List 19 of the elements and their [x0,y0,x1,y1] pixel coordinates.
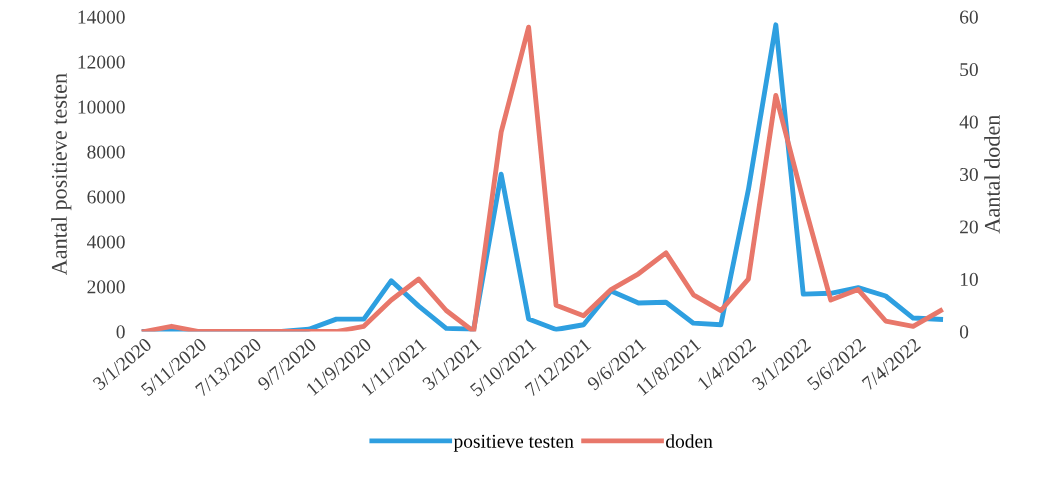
y2-tick-label: 0 [959,325,969,339]
y2-tick-label: 20 [960,220,978,234]
y2-axis-title: Aantal doden [984,114,1000,234]
y-tick-label: 14000 [78,10,125,24]
y-tick-label: 10000 [78,100,125,114]
y-tick-label: 8000 [87,145,125,159]
y-axis-title: Aantal positieve testen [51,73,72,276]
y2-tick-label: 10 [960,272,978,286]
y-tick-label: 12000 [78,55,125,69]
y2-tick-label: 30 [960,167,978,182]
legend-label: positieve testen [453,434,574,452]
y2-tick-label: 40 [959,115,978,129]
y-tick-label: 0 [116,325,125,339]
y-tick-label: 4000 [87,235,125,249]
y2-tick-label: 60 [960,10,978,24]
y2-tick-label: 50 [960,62,978,77]
legend-label: doden [666,434,713,448]
y-tick-label: 2000 [87,280,125,294]
y-tick-label: 6000 [87,190,125,204]
